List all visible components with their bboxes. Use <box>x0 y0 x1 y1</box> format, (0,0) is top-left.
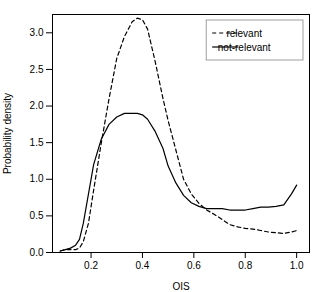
svg-text:Probability density: Probability density <box>2 93 13 174</box>
svg-text:0.8: 0.8 <box>238 260 252 271</box>
svg-text:2.5: 2.5 <box>30 64 44 75</box>
svg-text:2.0: 2.0 <box>30 100 44 111</box>
svg-text:1.5: 1.5 <box>30 137 44 148</box>
svg-text:0.4: 0.4 <box>135 260 149 271</box>
svg-text:OIS: OIS <box>172 281 190 292</box>
svg-text:3.0: 3.0 <box>30 27 44 38</box>
svg-text:0.0: 0.0 <box>30 247 44 258</box>
svg-text:1.0: 1.0 <box>290 260 304 271</box>
svg-text:not-relevant: not-relevant <box>218 42 271 53</box>
svg-text:0.6: 0.6 <box>187 260 201 271</box>
svg-text:1.0: 1.0 <box>30 173 44 184</box>
svg-text:0.5: 0.5 <box>30 210 44 221</box>
svg-text:0.2: 0.2 <box>84 260 98 271</box>
svg-text:relevant: relevant <box>226 28 262 39</box>
